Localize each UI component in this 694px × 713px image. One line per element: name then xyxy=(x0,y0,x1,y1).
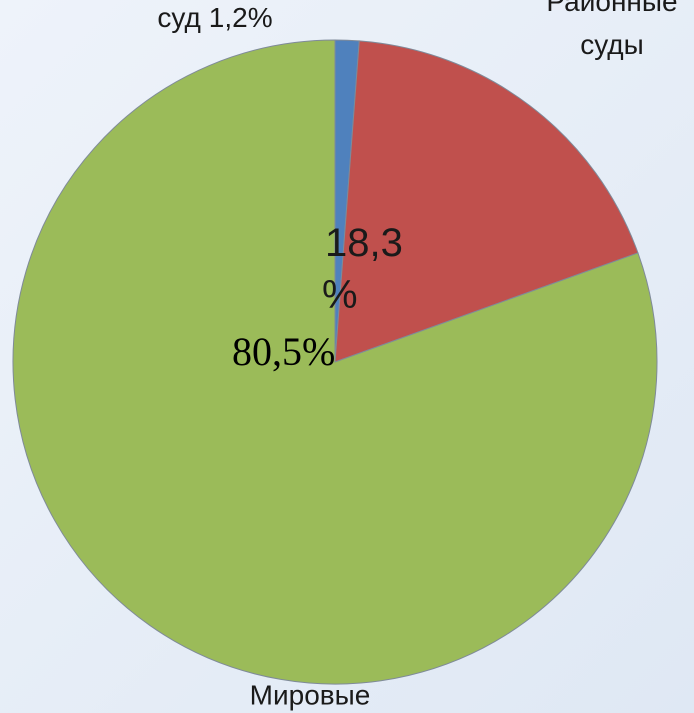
category-label: суд xyxy=(157,2,200,33)
label-line: суды xyxy=(580,29,644,60)
value-label: 1,2% xyxy=(209,2,273,33)
value-label: 18,3% xyxy=(322,221,403,317)
label-line: Районные xyxy=(546,0,677,17)
category-label: Мировые xyxy=(250,679,371,710)
category-label: Районные суды xyxy=(546,0,677,60)
label-line: 18,3 xyxy=(325,221,403,265)
value-label: 80,5% xyxy=(232,329,335,374)
slice-label: суд 1,2% xyxy=(157,2,272,33)
pie-slice xyxy=(334,40,639,363)
label-line: % xyxy=(322,273,358,317)
pie-slice xyxy=(12,39,658,685)
